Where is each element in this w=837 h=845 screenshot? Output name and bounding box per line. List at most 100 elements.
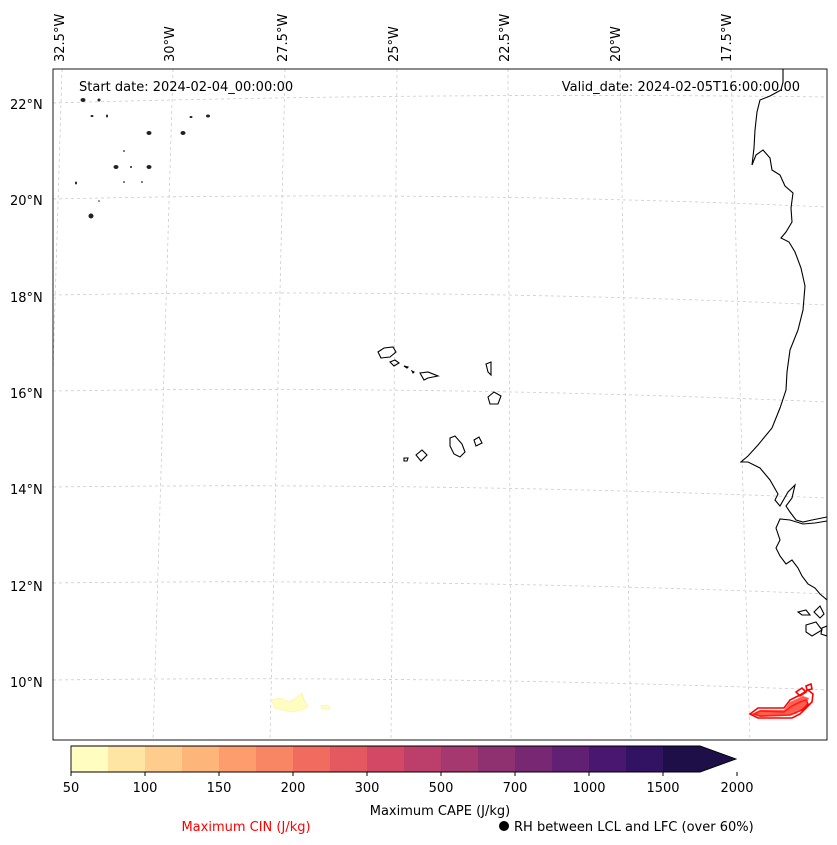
colorbar-segment xyxy=(552,746,590,772)
lat-label: 22°N xyxy=(10,98,43,113)
island xyxy=(180,131,186,135)
colorbar-segment xyxy=(626,746,664,772)
rh-legend-label: RH between LCL and LFC (over 60%) xyxy=(514,820,754,835)
colorbar-tick-label: 300 xyxy=(355,781,380,796)
colorbar-tick-label: 100 xyxy=(133,781,158,796)
island xyxy=(206,114,210,118)
cin-legend-label: Maximum CIN (J/kg) xyxy=(181,820,310,835)
lat-label: 16°N xyxy=(10,387,43,402)
island xyxy=(80,98,86,102)
island-outline xyxy=(473,436,483,447)
island xyxy=(75,181,77,185)
colorbar-segment xyxy=(145,746,183,772)
coastline xyxy=(820,625,827,637)
lat-label: 14°N xyxy=(10,483,43,498)
map-background xyxy=(53,69,827,740)
island xyxy=(146,131,152,135)
colorbar-extend-arrow xyxy=(700,746,736,772)
colorbar-segment xyxy=(293,746,331,772)
coastline xyxy=(796,609,812,616)
lat-label: 18°N xyxy=(10,291,43,306)
rh-legend-dot xyxy=(499,821,509,831)
valid-date-label: Valid_date: 2024-02-05T16:00:00.00 xyxy=(562,80,800,95)
island xyxy=(106,114,108,118)
colorbar-segment xyxy=(478,746,516,772)
island xyxy=(189,116,193,118)
island xyxy=(141,181,143,183)
cabo-verde-islands xyxy=(377,346,502,462)
lat-gridline xyxy=(53,195,827,208)
colorbar-tick-label: 1500 xyxy=(646,781,679,796)
colorbar-tick-label: 2000 xyxy=(720,781,753,796)
island-outline xyxy=(403,365,410,369)
island-outline xyxy=(377,346,397,359)
island-outline xyxy=(449,435,466,458)
cape-area xyxy=(270,692,309,713)
colorbar-segment xyxy=(330,746,368,772)
lat-gridline xyxy=(53,678,827,691)
island-outline xyxy=(419,371,440,381)
cape-area xyxy=(320,704,331,710)
colorbar-segment xyxy=(71,746,109,772)
colorbar-tick-label: 1000 xyxy=(572,781,605,796)
island xyxy=(146,165,152,169)
colorbar-ticks: 50 100 150 200 300 500 700 1000 1500 2000 xyxy=(63,772,754,796)
northwest-islands xyxy=(75,98,210,219)
colorbar-segment xyxy=(589,746,627,772)
colorbar-segment xyxy=(404,746,442,772)
colorbar-segment xyxy=(182,746,220,772)
island xyxy=(123,181,125,183)
lat-gridline xyxy=(53,95,827,104)
island xyxy=(88,213,94,219)
lat-gridline xyxy=(53,581,827,595)
map-frame xyxy=(52,68,828,741)
island xyxy=(98,200,100,202)
colorbar-segment xyxy=(441,746,479,772)
colorbar-segment xyxy=(256,746,294,772)
lon-gridline xyxy=(152,69,174,740)
cin-contour xyxy=(794,686,808,698)
lon-gridline xyxy=(269,69,286,740)
cape-colorbar xyxy=(70,745,738,773)
lat-label: 20°N xyxy=(10,194,43,209)
colorbar-segment xyxy=(515,746,553,772)
island xyxy=(113,165,119,169)
lon-gridline xyxy=(507,69,512,740)
colorbar-segment xyxy=(663,746,701,772)
colorbar-tick-label: 500 xyxy=(429,781,454,796)
island-outline xyxy=(487,391,502,405)
island-outline xyxy=(415,449,428,462)
colorbar-outline xyxy=(70,745,738,773)
lat-label: 12°N xyxy=(10,580,43,595)
colorbar-tick-label: 150 xyxy=(207,781,232,796)
cin-contour xyxy=(748,689,814,719)
colorbar-tick-label: 700 xyxy=(503,781,528,796)
island xyxy=(90,115,94,117)
lat-gridline xyxy=(53,485,827,499)
colorbar-segment xyxy=(367,746,405,772)
african-coastline xyxy=(739,69,827,637)
cin-fill xyxy=(752,696,809,717)
lon-gridline xyxy=(619,69,632,740)
colorbar-segment xyxy=(108,746,146,772)
coastline xyxy=(775,518,827,601)
cape-patch xyxy=(270,692,331,713)
gridlines xyxy=(53,69,827,740)
lon-gridline xyxy=(730,69,751,740)
island-outline xyxy=(403,457,409,462)
lat-gridline xyxy=(53,292,827,306)
colorbar-label: Maximum CAPE (J/kg) xyxy=(370,804,510,819)
island xyxy=(123,150,125,152)
coastline xyxy=(739,69,827,523)
coastline xyxy=(813,605,825,619)
lat-label: 10°N xyxy=(10,676,43,691)
colorbar-tick-label: 200 xyxy=(281,781,306,796)
coastline xyxy=(805,621,823,637)
colorbar-tick-label: 50 xyxy=(63,781,80,796)
island-outline xyxy=(410,369,415,374)
island-outline xyxy=(389,359,400,367)
cin-contour xyxy=(805,682,813,691)
island-outline xyxy=(485,361,492,377)
colorbar-segment xyxy=(219,746,257,772)
